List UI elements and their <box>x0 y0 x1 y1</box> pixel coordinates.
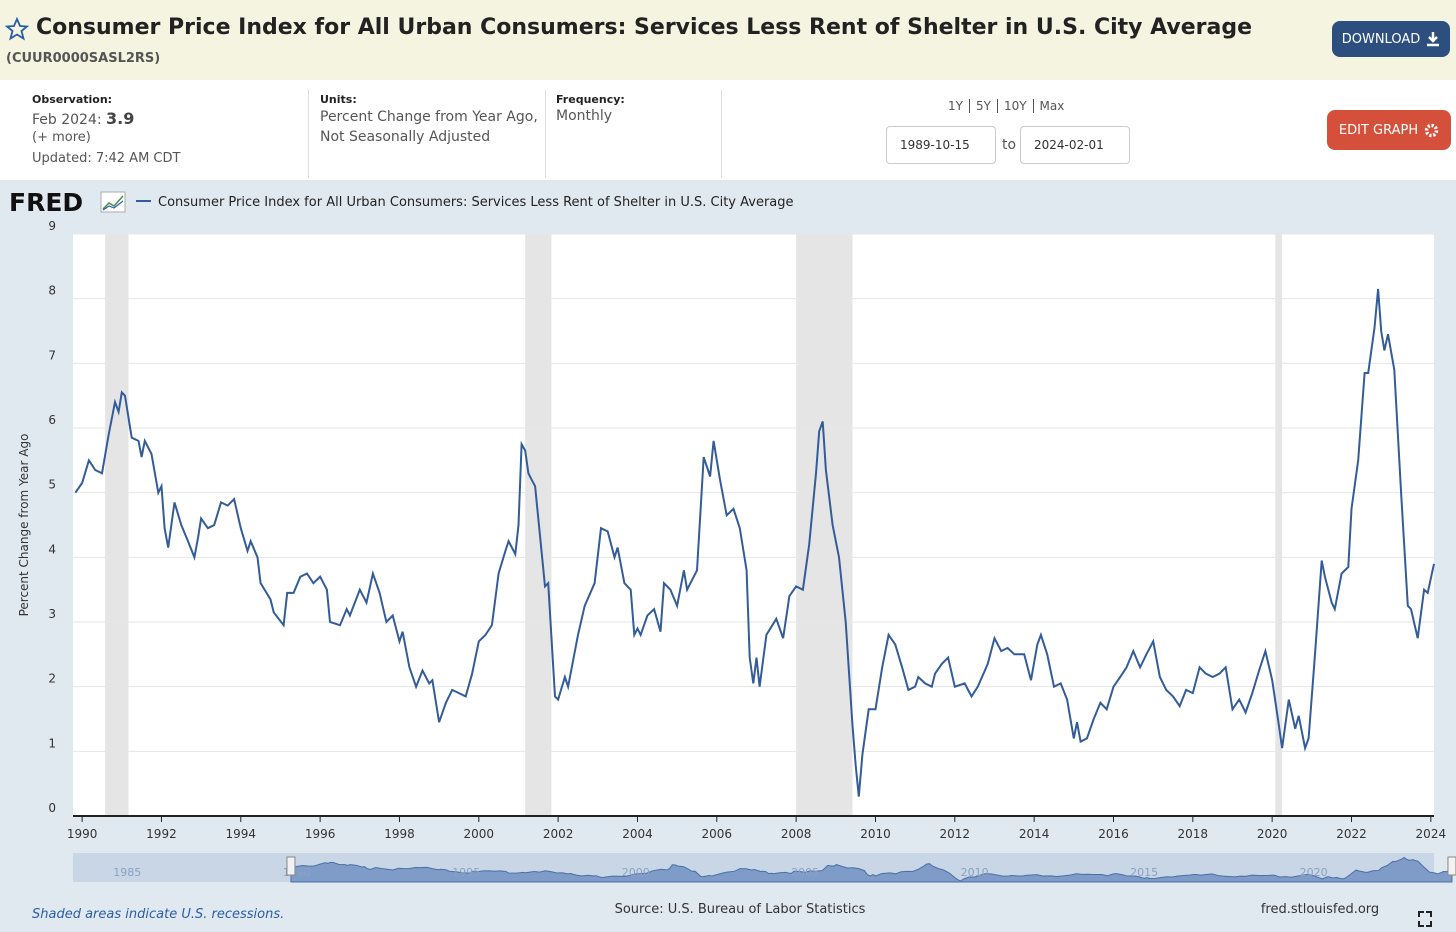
x-tick-label: 2022 <box>1336 827 1367 841</box>
source: Source: U.S. Bureau of Labor Statistics <box>615 902 866 917</box>
gear-icon <box>1424 123 1439 137</box>
x-tick-label: 2016 <box>1098 827 1129 841</box>
navigator-handle[interactable] <box>1447 856 1456 876</box>
logo-icon <box>100 191 126 213</box>
to-label: to <box>1002 137 1017 153</box>
units: Percent Change from Year Ago, Not Season… <box>320 109 538 145</box>
info-panel: Observation: Feb 2024: 3.9 (+ more) Upda… <box>0 80 1456 180</box>
observation-value: 3.9 <box>106 109 135 128</box>
navigator-tick-label: 2015 <box>1130 866 1158 879</box>
x-tick-label: 1996 <box>305 827 336 841</box>
navigator-tick-label: 1995 <box>452 866 480 879</box>
x-tick-label: 2008 <box>781 827 812 841</box>
y-tick-label: 9 <box>48 219 56 233</box>
title: Consumer Price Index for All Urban Consu… <box>36 15 1253 40</box>
edit-graph-label: EDIT GRAPH <box>1338 122 1419 138</box>
edit-graph-button[interactable]: EDIT GRAPH <box>1327 110 1451 150</box>
navigator-tick-label: 1985 <box>113 866 141 879</box>
star-icon[interactable] <box>5 17 29 41</box>
x-tick-label: 2010 <box>860 827 891 841</box>
x-tick-label: 2020 <box>1257 827 1288 841</box>
header: Consumer Price Index for All Urban Consu… <box>0 0 1456 80</box>
x-tick-label: 1998 <box>384 827 415 841</box>
y-tick-label: 8 <box>48 284 56 298</box>
recession-band <box>105 234 129 816</box>
download-icon <box>1427 32 1440 47</box>
x-tick-label: 2012 <box>940 827 971 841</box>
legend-label: Consumer Price Index for All Urban Consu… <box>158 195 794 210</box>
y-tick-label: 0 <box>48 801 56 815</box>
recession-band <box>1275 234 1283 816</box>
navigator-tick-label: 2000 <box>622 866 650 879</box>
divider <box>721 90 722 178</box>
y-tick-label: 6 <box>48 413 56 427</box>
navigator-handle[interactable] <box>286 856 296 876</box>
x-tick-label: 2024 <box>1416 827 1447 841</box>
x-tick-label: 2018 <box>1178 827 1209 841</box>
units-label: Units: <box>320 93 357 106</box>
x-tick-label: 2000 <box>464 827 495 841</box>
chart: FRED Consumer Price Index for All Urban … <box>0 180 1456 932</box>
start-date-input[interactable]: 1989-10-15 <box>886 126 996 164</box>
download-label: DOWNLOAD <box>1341 31 1421 47</box>
download-button[interactable]: DOWNLOAD <box>1332 21 1450 57</box>
y-tick-label: 3 <box>48 607 56 621</box>
site: fred.stlouisfed.org <box>1261 902 1379 917</box>
range-button[interactable]: 10Y <box>996 99 1027 113</box>
frequency: Monthly <box>556 108 613 124</box>
navigator-tick-label: 2010 <box>961 866 989 879</box>
series-id: (CUUR0000SASL2RS) <box>6 51 161 66</box>
y-tick-label: 4 <box>48 542 56 556</box>
navigator-tick-label: 2005 <box>791 866 819 879</box>
fullscreen-icon[interactable] <box>1418 911 1432 927</box>
y-tick-label: 7 <box>48 348 56 362</box>
recession-band <box>796 234 853 816</box>
frequency-label: Frequency: <box>556 93 625 106</box>
y-tick-label: 1 <box>48 736 56 750</box>
plot-area <box>73 234 1434 816</box>
navigator-tick-label: 2020 <box>1300 866 1328 879</box>
range-button[interactable]: 5Y <box>968 99 991 113</box>
x-tick-label: 2014 <box>1019 827 1050 841</box>
x-tick-label: 2004 <box>622 827 653 841</box>
divider <box>545 90 546 178</box>
updated: Updated: 7:42 AM CDT <box>32 151 181 166</box>
navigator-series <box>290 856 1453 883</box>
y-tick-label: 5 <box>48 478 56 492</box>
x-tick-label: 1990 <box>67 827 98 841</box>
fred-logo: FRED <box>9 188 83 217</box>
x-tick-label: 2002 <box>543 827 574 841</box>
range-button[interactable]: Max <box>1032 99 1064 113</box>
x-tick-label: 1992 <box>146 827 177 841</box>
more-link[interactable]: (+ more) <box>32 130 91 145</box>
series-line <box>74 288 1435 797</box>
range-button[interactable]: 1Y <box>948 99 963 113</box>
x-tick-label: 2006 <box>702 827 733 841</box>
observation-date: Feb 2024: <box>32 112 102 128</box>
y-tick-label: 2 <box>48 672 56 686</box>
end-date-input[interactable]: 2024-02-01 <box>1020 126 1130 164</box>
y-axis-label: Percent Change from Year Ago <box>17 434 31 617</box>
divider <box>308 90 309 178</box>
recession-note: Shaded areas indicate U.S. recessions. <box>32 907 284 922</box>
observation-label: Observation: <box>32 93 113 106</box>
x-tick-label: 1994 <box>226 827 257 841</box>
range-buttons: 1Y 5Y 10Y Max <box>948 99 1064 113</box>
